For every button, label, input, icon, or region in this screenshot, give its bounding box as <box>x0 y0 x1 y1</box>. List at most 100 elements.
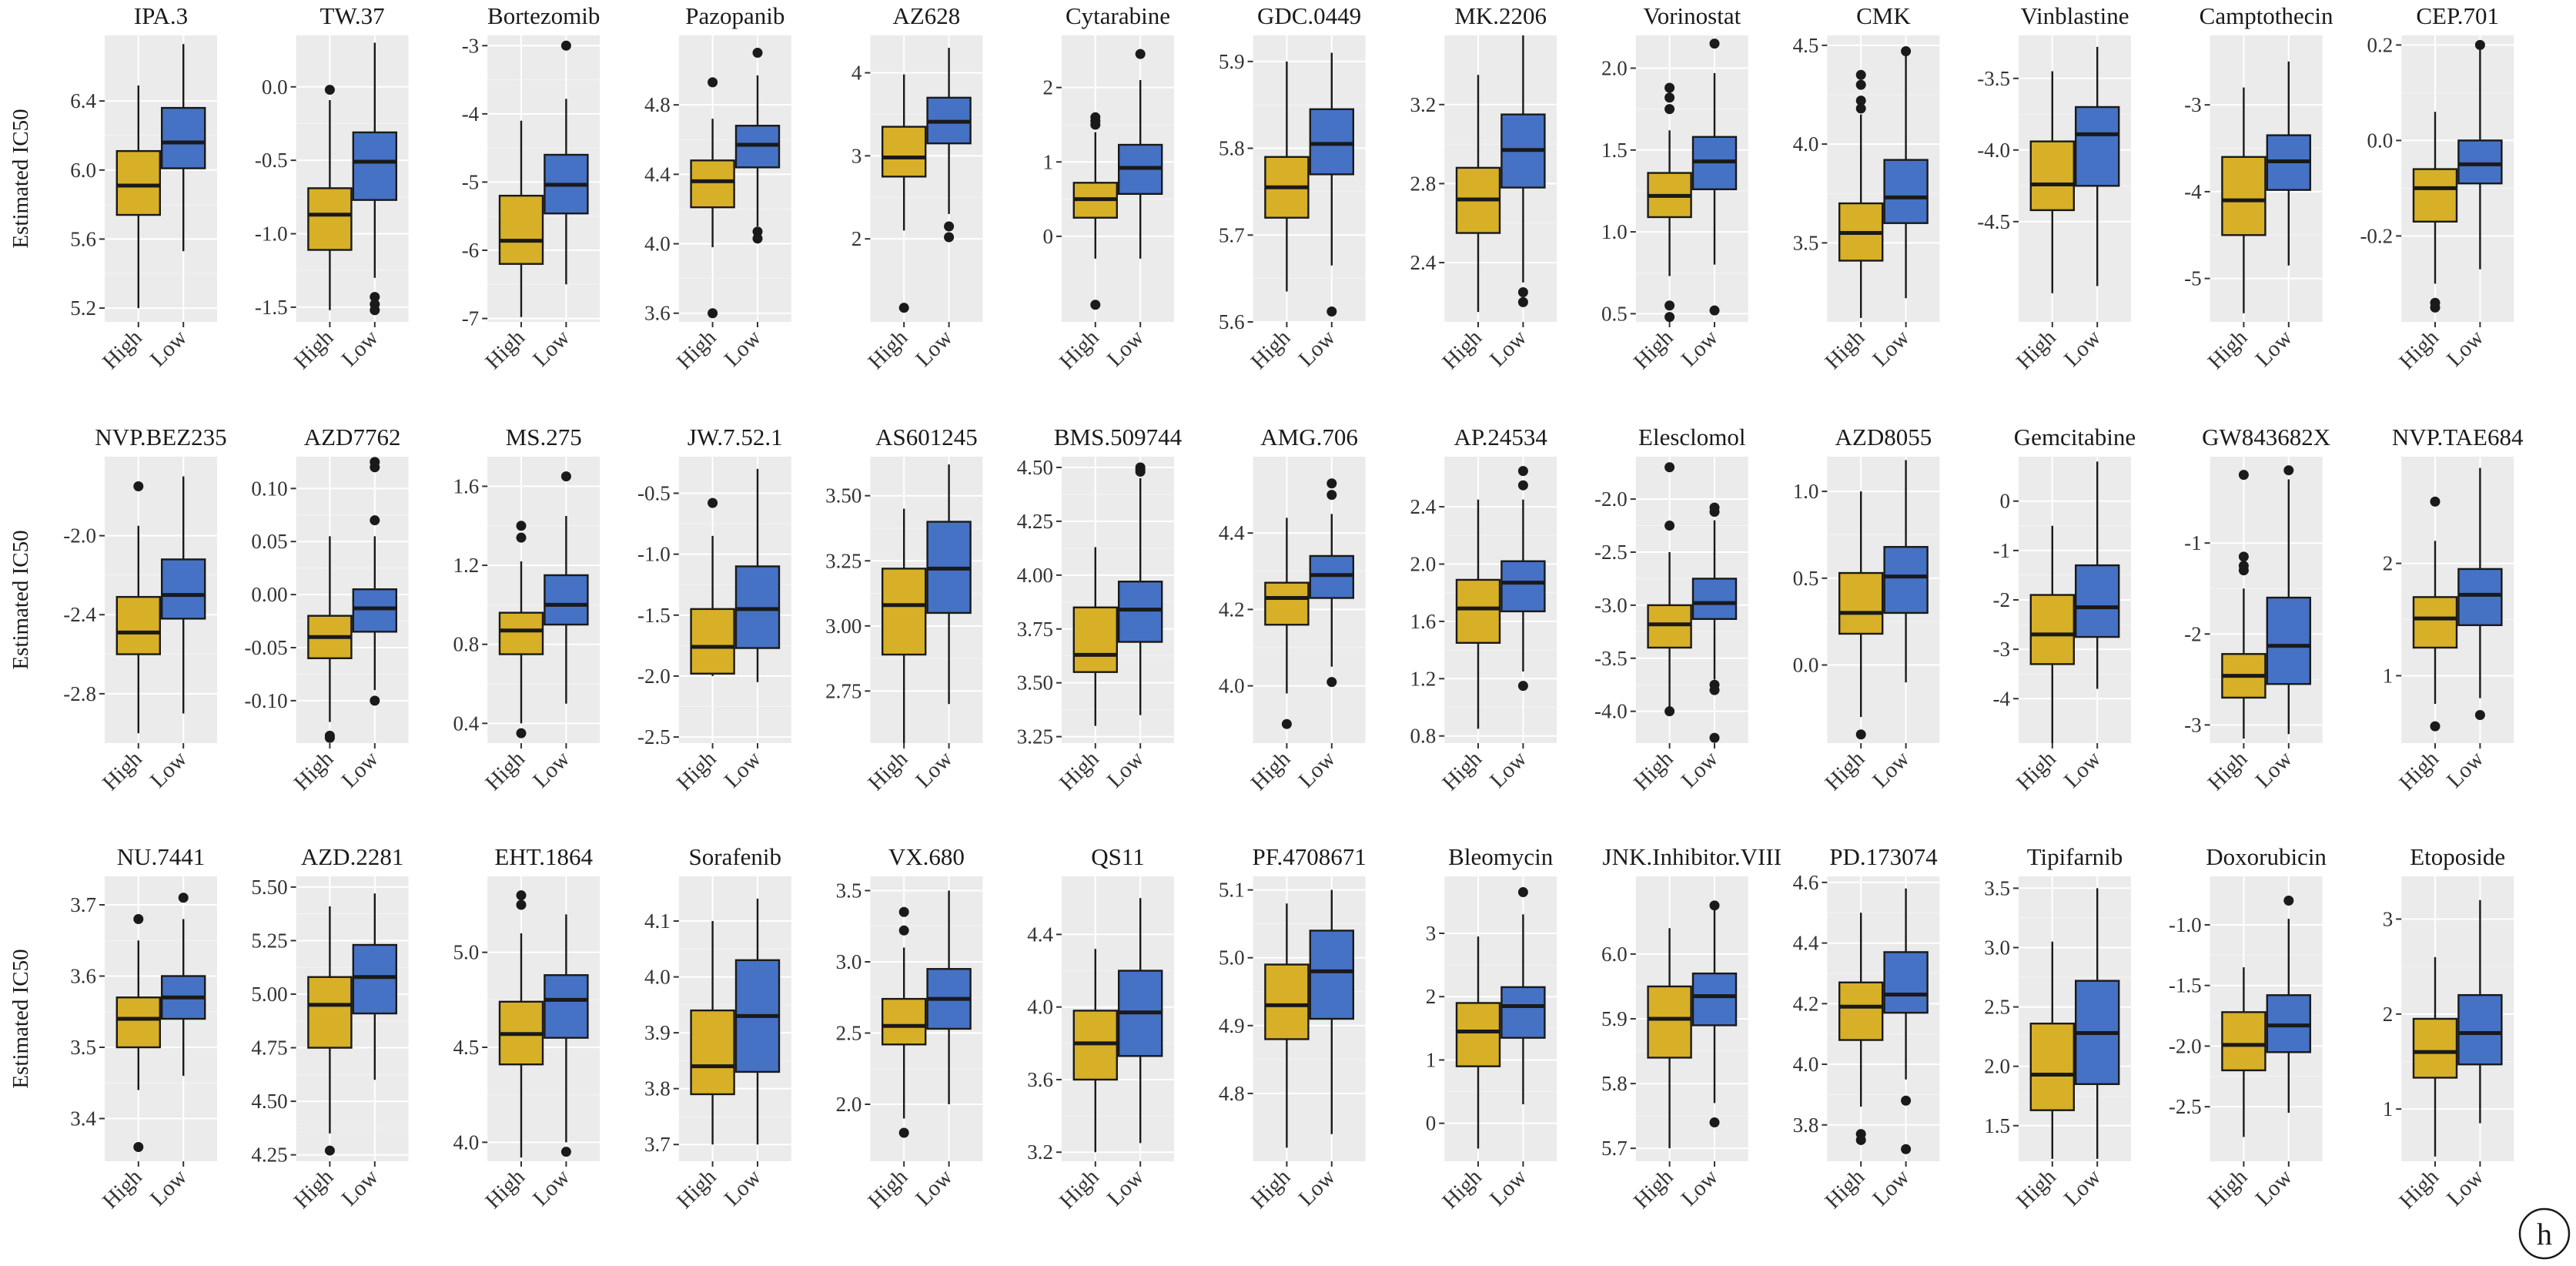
panel-label: h <box>2537 1217 2552 1251</box>
y-tick-label: 4.2 <box>1219 598 1245 621</box>
y-tick-label: 6.4 <box>70 89 96 112</box>
box-high <box>1264 517 1310 729</box>
box-low <box>2457 39 2503 270</box>
y-tick-label: 2.4 <box>1410 495 1436 518</box>
y-tick-label: 0.5 <box>1601 302 1628 325</box>
outlier-point <box>1517 681 1528 692</box>
y-tick-label: 5.25 <box>251 929 287 952</box>
iqr-box <box>2074 106 2120 187</box>
panel-title: Gemcitabine <box>2014 424 2136 450</box>
box-low <box>926 464 972 705</box>
y-tick-label: 3.6 <box>644 302 671 325</box>
box-high <box>2412 112 2458 313</box>
panel-title: Sorafenib <box>689 843 782 870</box>
y-tick-label: 5.2 <box>70 296 96 320</box>
panel-title: JNK.Inhibitor.VIII <box>1603 843 1781 870</box>
iqr-box <box>1455 1002 1501 1067</box>
y-tick-label: 4.0 <box>644 966 671 989</box>
iqr-box <box>2412 168 2458 223</box>
box-low <box>2074 461 2120 689</box>
box-high <box>2221 967 2267 1137</box>
box-low <box>2266 61 2312 266</box>
outlier-point <box>133 481 144 491</box>
outlier-point <box>1281 718 1292 729</box>
y-tick-label: 3.6 <box>1027 1068 1053 1091</box>
box-high <box>1838 913 1884 1145</box>
outlier-point <box>1664 104 1675 115</box>
panel-title: AP.24534 <box>1454 424 1547 450</box>
iqr-box <box>544 974 589 1039</box>
panel-title: Vorinostat <box>1643 2 1741 29</box>
box-high <box>115 85 162 309</box>
outlier-point <box>898 1127 909 1138</box>
outlier-point <box>1090 300 1101 310</box>
iqr-box <box>1117 581 1163 643</box>
box-low <box>2266 465 2312 735</box>
y-tick-label: -3 <box>1993 638 2011 661</box>
iqr-box <box>352 588 397 633</box>
y-tick-label: 1 <box>2383 1097 2394 1120</box>
y-tick-label: 2.0 <box>1410 553 1436 576</box>
iqr-box <box>352 943 397 1015</box>
y-tick-label: 5.0 <box>1219 946 1245 970</box>
panel-title: CMK <box>1856 2 1911 29</box>
outlier-point <box>708 497 718 508</box>
outlier-point <box>2474 39 2485 50</box>
y-tick-label: 5.8 <box>1601 1072 1628 1095</box>
panel-title: Elesclomol <box>1638 424 1745 450</box>
y-tick-label: 6.0 <box>70 159 96 182</box>
box-high <box>2412 496 2458 732</box>
y-tick-label: 3.25 <box>1017 725 1053 749</box>
outlier-point <box>1855 103 1866 114</box>
outlier-point <box>898 906 909 917</box>
outlier-point <box>1135 467 1146 477</box>
y-tick-label: -2.0 <box>63 524 96 548</box>
y-tick-label: 3.5 <box>1984 876 2010 899</box>
outlier-point <box>1664 82 1675 93</box>
panel-label-badge: h <box>2518 1207 2571 1260</box>
outlier-point <box>1664 706 1675 717</box>
panel-title: NU.7441 <box>117 843 206 870</box>
y-tick-label: 1.6 <box>453 474 479 497</box>
panel-title: MK.2206 <box>1454 2 1547 29</box>
outlier-point <box>1709 1117 1720 1128</box>
box-high <box>2412 956 2458 1157</box>
iqr-box <box>307 976 353 1049</box>
panel-title: PD.173074 <box>1829 843 1938 870</box>
y-axis-labels: Estimated IC50 Estimated IC50 Estimated IC… <box>8 109 33 1088</box>
y-tick-label: 4.1 <box>644 909 671 933</box>
y-tick-label: 1.6 <box>1410 610 1436 633</box>
box-high <box>307 536 353 743</box>
outlier-point <box>1664 521 1675 531</box>
y-tick-label: 1 <box>1043 150 1054 173</box>
box-high <box>1838 491 1884 740</box>
y-tick-label: 5.1 <box>1219 879 1245 902</box>
box-high <box>307 85 353 310</box>
y-tick-label: 0.8 <box>1410 725 1436 748</box>
outlier-point <box>1709 900 1720 911</box>
y-tick-label: 2 <box>1426 985 1437 1008</box>
panel-title: PF.4708671 <box>1252 843 1366 870</box>
panel-title: NVP.BEZ235 <box>95 424 226 450</box>
box-low <box>1500 887 1546 1104</box>
iqr-box <box>1691 578 1738 621</box>
outlier-point <box>1855 1134 1866 1145</box>
outlier-point <box>1709 685 1720 695</box>
outlier-point <box>1664 300 1675 311</box>
outlier-point <box>516 532 527 543</box>
box-high <box>881 906 927 1138</box>
panel-label-circle <box>2518 1207 2571 1260</box>
panel-BMS.509744: 3.253.503.754.004.254.50BMS.509744HighLo… <box>1017 424 1183 795</box>
outlier-point <box>1664 462 1675 473</box>
box-low <box>1500 466 1546 692</box>
y-tick-label: 5.7 <box>1219 223 1245 246</box>
y-tick-label: -3 <box>2184 93 2202 116</box>
